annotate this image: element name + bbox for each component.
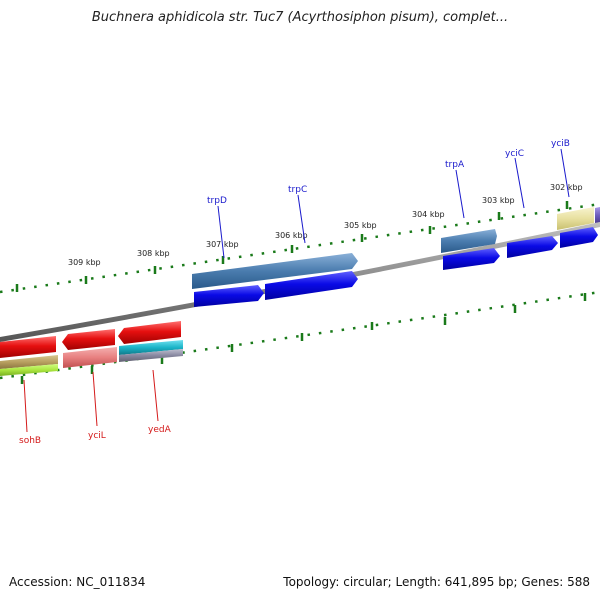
gene-label-yciB[interactable]: yciB [551,139,570,149]
kbp-label: 302 kbp [550,183,583,192]
kbp-label: 309 kbp [68,258,101,267]
gene-label-yedA[interactable]: yedA [148,425,172,435]
feature-bar[interactable] [441,229,497,253]
reverse-gene-labels[interactable]: sohB yciL yedA [19,425,172,446]
cds-arrow[interactable] [0,336,56,358]
feature-bar[interactable] [595,207,600,223]
feature-bar[interactable] [119,349,183,362]
feature-bar[interactable] [0,355,58,369]
kbp-label: 303 kbp [482,196,515,205]
kbp-label: 304 kbp [412,210,445,219]
kbp-label: 308 kbp [137,249,170,258]
forward-gene-labels[interactable]: trpD trpC trpA yciC yciB [207,139,570,206]
feature-bar[interactable] [192,253,358,289]
reverse-features-bottom[interactable] [0,340,183,376]
gene-label-sohB[interactable]: sohB [19,436,41,446]
gene-label-trpD[interactable]: trpD [207,196,227,206]
kbp-labels: 309 kbp 308 kbp 307 kbp 306 kbp 305 kbp … [68,183,583,267]
gene-label-trpC[interactable]: trpC [288,185,307,195]
feature-bar[interactable] [119,340,183,355]
reverse-cds-row[interactable] [0,321,181,358]
map-title: Buchnera aphidicola str. Tuc7 (Acyrthosi… [91,10,509,25]
gene-label-yciC[interactable]: yciC [505,149,524,159]
topology-text: Topology: circular; Length: 641,895 bp; … [283,575,590,589]
major-ticks-outer [15,201,569,292]
cds-arrow[interactable] [118,321,181,344]
forward-cds-row[interactable] [194,227,598,307]
forward-features-top[interactable] [192,207,600,289]
accession-text: Accession: NC_011834 [9,575,146,589]
feature-bar[interactable] [63,347,117,368]
gene-label-trpA[interactable]: trpA [445,160,465,170]
reverse-gene-leaders [23,369,159,433]
kbp-label: 305 kbp [344,221,377,230]
feature-bar[interactable] [557,207,594,230]
feature-bar[interactable] [0,364,58,376]
cds-arrow[interactable] [62,329,115,350]
cds-arrow[interactable] [443,248,500,270]
gene-label-yciL[interactable]: yciL [88,431,106,441]
genome-backbone [0,222,600,342]
cds-arrow[interactable] [265,271,358,300]
cds-arrow[interactable] [507,236,558,258]
cds-arrow[interactable] [560,227,598,248]
cds-arrow[interactable] [194,285,264,307]
kbp-label: 306 kbp [275,231,308,240]
forward-gene-leaders [217,148,570,259]
